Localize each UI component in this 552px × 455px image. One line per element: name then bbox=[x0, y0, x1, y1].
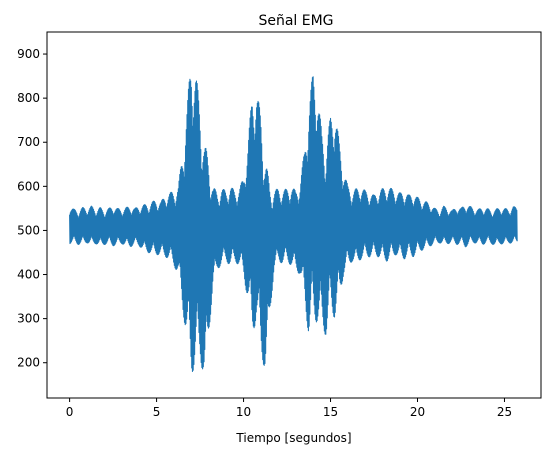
emg-signal-line bbox=[69, 76, 518, 373]
x-tick-label: 25 bbox=[497, 405, 512, 419]
x-tick-label: 0 bbox=[66, 405, 74, 419]
plot-area bbox=[69, 76, 518, 373]
x-tick-label: 20 bbox=[410, 405, 425, 419]
y-tick-label: 700 bbox=[17, 135, 40, 149]
chart-title: Señal EMG bbox=[258, 13, 333, 29]
y-tick-label: 500 bbox=[17, 223, 40, 237]
y-tick-label: 900 bbox=[17, 47, 40, 61]
y-tick-label: 600 bbox=[17, 179, 40, 193]
axes-frame bbox=[46, 31, 542, 399]
x-tick-label: 15 bbox=[323, 405, 338, 419]
x-tick-label: 5 bbox=[153, 405, 161, 419]
x-axis: 0 5 10 15 20 25 bbox=[66, 398, 512, 419]
y-tick-label: 300 bbox=[17, 312, 40, 326]
x-axis-label: Tiempo [segundos] bbox=[235, 431, 351, 445]
y-tick-label: 400 bbox=[17, 268, 40, 282]
y-tick-label: 800 bbox=[17, 91, 40, 105]
x-tick-label: 10 bbox=[236, 405, 251, 419]
y-axis: 200 300 400 500 600 700 800 900 bbox=[17, 47, 47, 370]
y-tick-label: 200 bbox=[17, 356, 40, 370]
